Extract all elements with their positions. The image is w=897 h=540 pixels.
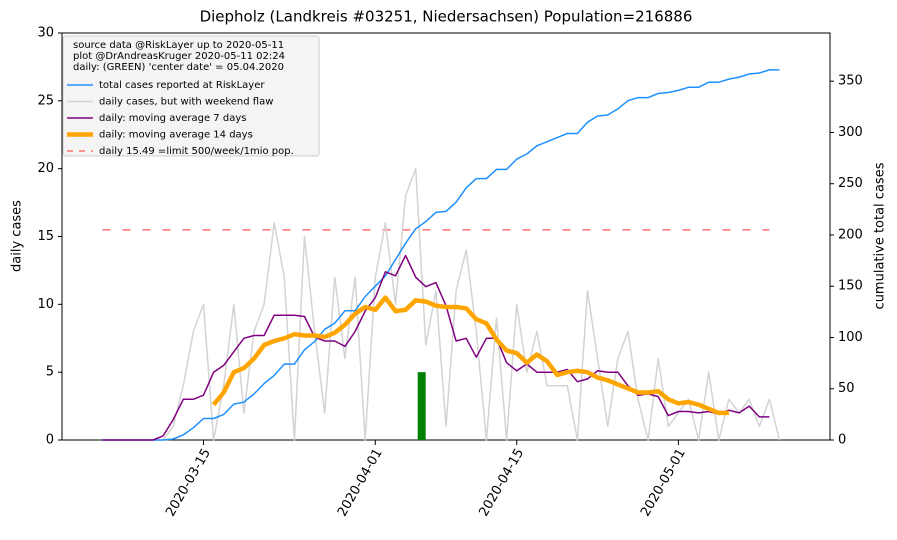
y2-tick-label: 0 bbox=[838, 433, 846, 448]
y2-tick-label: 100 bbox=[838, 330, 863, 345]
legend-box bbox=[62, 35, 320, 157]
series-line bbox=[102, 254, 770, 441]
y-tick-label: 30 bbox=[37, 26, 54, 41]
x-tick-label: 2020-03-15 bbox=[163, 446, 214, 519]
legend-label: daily cases, but with weekend flaw bbox=[99, 97, 273, 108]
legend-header: daily: (GREEN) 'center date' = 05.04.202… bbox=[73, 62, 284, 73]
legend-label: daily: moving average 14 days bbox=[99, 130, 253, 141]
chart-title: Diepholz (Landkreis #03251, Niedersachse… bbox=[200, 8, 693, 26]
y2-tick-label: 50 bbox=[838, 381, 855, 396]
y-axis-label: daily cases bbox=[10, 200, 25, 272]
y-tick-label: 25 bbox=[37, 93, 54, 108]
y-tick-label: 15 bbox=[37, 229, 54, 244]
y2-tick-label: 350 bbox=[838, 74, 863, 89]
y-tick-label: 10 bbox=[37, 297, 54, 312]
series-line bbox=[102, 69, 780, 441]
legend-label: daily 15.49 =limit 500/week/1mio pop. bbox=[99, 146, 294, 157]
y2-tick-label: 150 bbox=[838, 279, 863, 294]
y2-tick-label: 300 bbox=[838, 125, 863, 140]
marker-bar bbox=[417, 372, 426, 440]
series-line bbox=[211, 295, 729, 416]
x-tick-label: 2020-04-01 bbox=[335, 446, 386, 519]
y-tick-label: 0 bbox=[46, 433, 54, 448]
y2-tick-label: 250 bbox=[838, 176, 863, 191]
series-line bbox=[102, 167, 781, 441]
y2-tick-label: 200 bbox=[838, 227, 863, 242]
y2-axis-label: cumulative total cases bbox=[873, 162, 888, 309]
legend-label: total cases reported at RiskLayer bbox=[99, 80, 265, 91]
x-tick-label: 2020-05-01 bbox=[638, 446, 689, 519]
y-tick-label: 20 bbox=[37, 161, 54, 176]
legend: source data @RiskLayer up to 2020-05-11p… bbox=[62, 35, 320, 157]
legend-label: daily: moving average 7 days bbox=[99, 113, 246, 124]
legend-header: plot @DrAndreasKruger 2020-05-11 02:24 bbox=[73, 51, 285, 62]
x-tick-label: 2020-04-15 bbox=[476, 446, 527, 519]
legend-header: source data @RiskLayer up to 2020-05-11 bbox=[73, 40, 284, 51]
y-tick-label: 5 bbox=[46, 365, 54, 380]
